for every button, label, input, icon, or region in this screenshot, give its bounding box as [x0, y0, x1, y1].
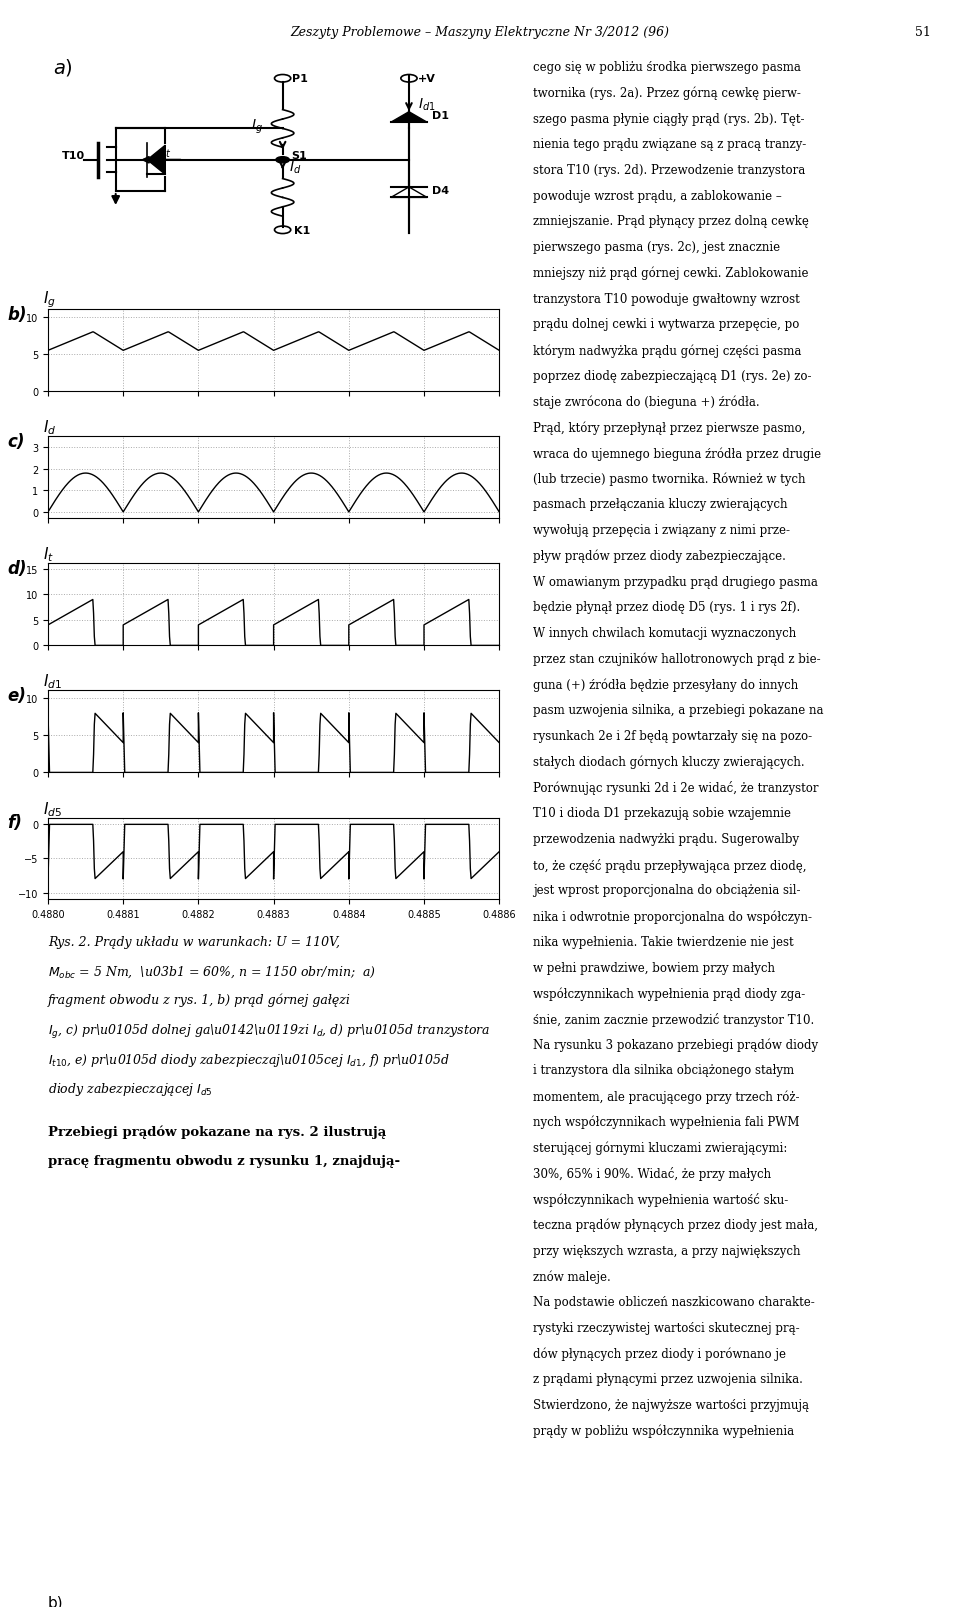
- Circle shape: [276, 157, 289, 164]
- Text: $I_g$: $I_g$: [43, 289, 57, 310]
- Text: W innych chwilach komutacji wyznaczonych: W innych chwilach komutacji wyznaczonych: [533, 627, 796, 640]
- Text: nika wypełnienia. Takie twierdzenie nie jest: nika wypełnienia. Takie twierdzenie nie …: [533, 935, 793, 948]
- Text: przy większych wzrasta, a przy największych: przy większych wzrasta, a przy największ…: [533, 1244, 801, 1257]
- Text: pływ prądów przez diody zabezpieczające.: pływ prądów przez diody zabezpieczające.: [533, 550, 785, 562]
- Text: d): d): [8, 559, 27, 579]
- Text: przez stan czujników hallotronowych prąd z bie-: przez stan czujników hallotronowych prąd…: [533, 652, 821, 665]
- Text: Stwierdzono, że najwyższe wartości przyjmują: Stwierdzono, że najwyższe wartości przyj…: [533, 1398, 808, 1411]
- Text: stora T10 (rys. 2d). Przewodzenie tranzystora: stora T10 (rys. 2d). Przewodzenie tranzy…: [533, 164, 805, 177]
- Text: Na rysunku 3 pokazano przebiegi prądów diody: Na rysunku 3 pokazano przebiegi prądów d…: [533, 1038, 818, 1051]
- Text: i tranzystora dla silnika obciążonego stałym: i tranzystora dla silnika obciążonego st…: [533, 1064, 794, 1077]
- Text: 51: 51: [915, 26, 931, 39]
- Text: cego się w pobliżu środka pierwszego pasma: cego się w pobliżu środka pierwszego pas…: [533, 61, 801, 74]
- Text: fragment obwodu z rys. 1, b) prąd górnej gałęzi: fragment obwodu z rys. 1, b) prąd górnej…: [48, 993, 350, 1006]
- Text: teczna prądów płynących przez diody jest mała,: teczna prądów płynących przez diody jest…: [533, 1218, 818, 1231]
- Text: D1: D1: [432, 111, 448, 121]
- Text: wraca do ujemnego bieguna źródła przez drugie: wraca do ujemnego bieguna źródła przez d…: [533, 447, 821, 460]
- Text: $I_d$: $I_d$: [289, 159, 301, 175]
- Text: poprzez diodę zabezpieczającą D1 (rys. 2e) zo-: poprzez diodę zabezpieczającą D1 (rys. 2…: [533, 370, 811, 382]
- Text: Na podstawie obliczeń naszkicowano charakte-: Na podstawie obliczeń naszkicowano chara…: [533, 1295, 814, 1308]
- Text: Rys. 2. Prądy układu w warunkach: U = 110V,: Rys. 2. Prądy układu w warunkach: U = 11…: [48, 935, 340, 948]
- Text: twornika (rys. 2a). Przez górną cewkę pierw-: twornika (rys. 2a). Przez górną cewkę pi…: [533, 87, 801, 100]
- Text: szego pasma płynie ciągły prąd (rys. 2b). Tęt-: szego pasma płynie ciągły prąd (rys. 2b)…: [533, 112, 804, 125]
- Text: b): b): [48, 1596, 63, 1607]
- Text: K1: K1: [294, 225, 310, 236]
- Text: $I_{t10}$, e) pr\u0105d diody zabezpieczaj\u0105cej $I_{d1}$, f) pr\u0105d: $I_{t10}$, e) pr\u0105d diody zabezpiecz…: [48, 1051, 450, 1069]
- Text: którym nadwyżka prądu górnej części pasma: którym nadwyżka prądu górnej części pasm…: [533, 344, 802, 357]
- Text: powoduje wzrost prądu, a zablokowanie –: powoduje wzrost prądu, a zablokowanie –: [533, 190, 781, 202]
- Text: f): f): [8, 813, 22, 832]
- Text: Prąd, który przepłynął przez pierwsze pasmo,: Prąd, który przepłynął przez pierwsze pa…: [533, 421, 805, 434]
- Text: pierwszego pasma (rys. 2c), jest znacznie: pierwszego pasma (rys. 2c), jest znaczni…: [533, 241, 780, 254]
- Polygon shape: [147, 146, 165, 175]
- Text: będzie płynął przez diodę D5 (rys. 1 i rys 2f).: będzie płynął przez diodę D5 (rys. 1 i r…: [533, 601, 800, 614]
- Text: nych współczynnikach wypełnienia fali PWM: nych współczynnikach wypełnienia fali PW…: [533, 1115, 800, 1128]
- Text: znów maleje.: znów maleje.: [533, 1270, 611, 1282]
- Text: prądu dolnej cewki i wytwarza przepęcie, po: prądu dolnej cewki i wytwarza przepęcie,…: [533, 318, 799, 331]
- Text: współczynnikach wypełnienia wartość sku-: współczynnikach wypełnienia wartość sku-: [533, 1192, 788, 1207]
- Text: rystyki rzeczywistej wartości skutecznej prą-: rystyki rzeczywistej wartości skutecznej…: [533, 1321, 800, 1334]
- Text: rysunkach 2e i 2f będą powtarzały się na pozo-: rysunkach 2e i 2f będą powtarzały się na…: [533, 730, 812, 742]
- Text: $I_t$: $I_t$: [43, 545, 55, 564]
- Text: $I_g$: $I_g$: [252, 117, 263, 135]
- Text: pasmach przełączania kluczy zwierających: pasmach przełączania kluczy zwierających: [533, 498, 787, 511]
- Text: $I_{d5}$: $I_{d5}$: [43, 799, 62, 818]
- Text: $I_d$: $I_d$: [43, 418, 57, 437]
- Text: $I_{d1}$: $I_{d1}$: [43, 672, 62, 691]
- Text: (lub trzecie) pasmo twornika. Również w tych: (lub trzecie) pasmo twornika. Również w …: [533, 472, 805, 485]
- Text: $M_{obc}$ = 5 Nm,  \u03b1 = 60%, n = 1150 obr/min;  a): $M_{obc}$ = 5 Nm, \u03b1 = 60%, n = 1150…: [48, 964, 376, 980]
- Text: przewodzenia nadwyżki prądu. Sugerowalby: przewodzenia nadwyżki prądu. Sugerowalby: [533, 832, 799, 845]
- Text: sterującej górnymi kluczami zwierającymi:: sterującej górnymi kluczami zwierającymi…: [533, 1141, 787, 1154]
- Text: Przebiegi prądów pokazane na rys. 2 ilustrują: Przebiegi prądów pokazane na rys. 2 ilus…: [48, 1125, 386, 1138]
- Text: c): c): [8, 432, 25, 452]
- Text: to, że część prądu przepływająca przez diodę,: to, że część prądu przepływająca przez d…: [533, 858, 806, 873]
- Text: guna (+) źródła będzie przesyłany do innych: guna (+) źródła będzie przesyłany do inn…: [533, 678, 798, 691]
- Text: nienia tego prądu związane są z pracą tranzy-: nienia tego prądu związane są z pracą tr…: [533, 138, 806, 151]
- Text: nika i odwrotnie proporcjonalna do współczyn-: nika i odwrotnie proporcjonalna do współ…: [533, 910, 812, 922]
- Text: stałych diodach górnych kluczy zwierających.: stałych diodach górnych kluczy zwierając…: [533, 755, 804, 768]
- Text: wywołują przepęcia i związany z nimi prze-: wywołują przepęcia i związany z nimi prz…: [533, 524, 790, 537]
- Text: pasm uzwojenia silnika, a przebiegi pokazane na: pasm uzwojenia silnika, a przebiegi poka…: [533, 704, 824, 717]
- Text: $a)$: $a)$: [53, 56, 72, 77]
- Text: W omawianym przypadku prąd drugiego pasma: W omawianym przypadku prąd drugiego pasm…: [533, 575, 818, 588]
- Text: $I_g$, c) pr\u0105d dolnej ga\u0142\u0119zi $I_d$, d) pr\u0105d tranzystora: $I_g$, c) pr\u0105d dolnej ga\u0142\u011…: [48, 1022, 491, 1040]
- Text: staje zwrócona do (bieguna +) źródła.: staje zwrócona do (bieguna +) źródła.: [533, 395, 759, 408]
- Text: T10: T10: [61, 151, 84, 161]
- Text: T10 i dioda D1 przekazują sobie wzajemnie: T10 i dioda D1 przekazują sobie wzajemni…: [533, 807, 791, 820]
- Text: momentem, ale pracującego przy trzech róż-: momentem, ale pracującego przy trzech ró…: [533, 1090, 800, 1102]
- Text: mniejszy niż prąd górnej cewki. Zablokowanie: mniejszy niż prąd górnej cewki. Zablokow…: [533, 267, 808, 280]
- Text: 30%, 65% i 90%. Widać, że przy małych: 30%, 65% i 90%. Widać, że przy małych: [533, 1167, 771, 1181]
- Text: w pełni prawdziwe, bowiem przy małych: w pełni prawdziwe, bowiem przy małych: [533, 961, 775, 974]
- Polygon shape: [391, 112, 427, 124]
- Text: tranzystora T10 powoduje gwałtowny wzrost: tranzystora T10 powoduje gwałtowny wzros…: [533, 292, 800, 305]
- Text: +V: +V: [418, 74, 436, 84]
- Text: prądy w pobliżu współczynnika wypełnienia: prądy w pobliżu współczynnika wypełnieni…: [533, 1424, 794, 1437]
- Text: Porównując rysunki 2d i 2e widać, że tranzystor: Porównując rysunki 2d i 2e widać, że tra…: [533, 781, 818, 795]
- Text: e): e): [8, 686, 26, 705]
- Text: D4: D4: [432, 186, 448, 196]
- Text: $I_{d1}$: $I_{d1}$: [418, 96, 436, 112]
- Text: śnie, zanim zacznie przewodzić tranzystor T10.: śnie, zanim zacznie przewodzić tranzysto…: [533, 1012, 814, 1027]
- Text: P1: P1: [292, 74, 307, 84]
- Text: b): b): [8, 305, 27, 325]
- Text: współczynnikach wypełnienia prąd diody zga-: współczynnikach wypełnienia prąd diody z…: [533, 987, 805, 1000]
- Text: S1: S1: [292, 151, 307, 161]
- Text: $I_t$: $I_t$: [161, 143, 171, 159]
- Text: dów płynących przez diody i porównano je: dów płynących przez diody i porównano je: [533, 1347, 786, 1360]
- Text: z prądami płynącymi przez uzwojenia silnika.: z prądami płynącymi przez uzwojenia siln…: [533, 1372, 803, 1385]
- Text: zmniejszanie. Prąd płynący przez dolną cewkę: zmniejszanie. Prąd płynący przez dolną c…: [533, 215, 808, 228]
- Text: pracę fragmentu obwodu z rysunku 1, znajdują-: pracę fragmentu obwodu z rysunku 1, znaj…: [48, 1154, 400, 1167]
- Text: jest wprost proporcjonalna do obciążenia sil-: jest wprost proporcjonalna do obciążenia…: [533, 884, 801, 897]
- Text: diody zabezpieczającej $I_{d5}$: diody zabezpieczającej $I_{d5}$: [48, 1080, 213, 1098]
- Text: Zeszyty Problemowe – Maszyny Elektryczne Nr 3/2012 (96): Zeszyty Problemowe – Maszyny Elektryczne…: [291, 26, 669, 39]
